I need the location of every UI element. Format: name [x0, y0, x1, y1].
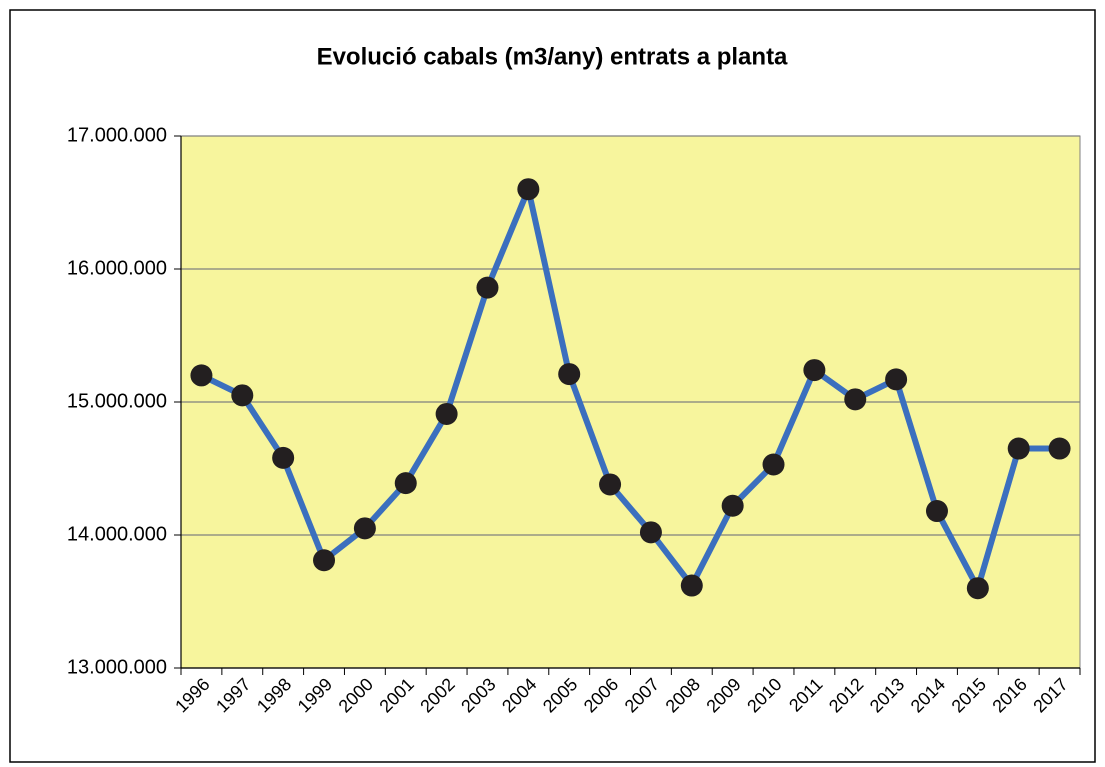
- data-point: [639, 521, 662, 544]
- y-tick-label: 13.000.000: [67, 656, 167, 678]
- data-point: [435, 402, 458, 425]
- data-point: [476, 276, 499, 299]
- data-point: [803, 359, 826, 382]
- data-point: [966, 577, 989, 600]
- data-point: [1048, 437, 1071, 460]
- y-tick-label: 17.000.000: [67, 124, 167, 146]
- data-point: [762, 453, 785, 476]
- data-point: [272, 446, 295, 469]
- y-tick-label: 15.000.000: [67, 390, 167, 412]
- data-point: [394, 472, 417, 495]
- data-point: [190, 364, 213, 387]
- series-line: [200, 186, 1060, 592]
- data-point: [844, 388, 867, 411]
- data-point: [925, 500, 948, 523]
- y-tick-label: 14.000.000: [67, 523, 167, 545]
- data-point: [680, 574, 703, 597]
- chart-title: Evolució cabals (m3/any) entrats a plant…: [317, 43, 788, 70]
- data-point: [517, 178, 540, 201]
- data-point: [1007, 437, 1030, 460]
- data-point: [721, 494, 744, 517]
- data-point: [313, 549, 336, 572]
- data-point: [885, 368, 908, 391]
- data-point: [599, 473, 622, 496]
- data-point: [558, 363, 581, 386]
- data-point: [353, 517, 376, 540]
- data-point: [231, 384, 254, 407]
- y-tick-label: 16.000.000: [67, 257, 167, 279]
